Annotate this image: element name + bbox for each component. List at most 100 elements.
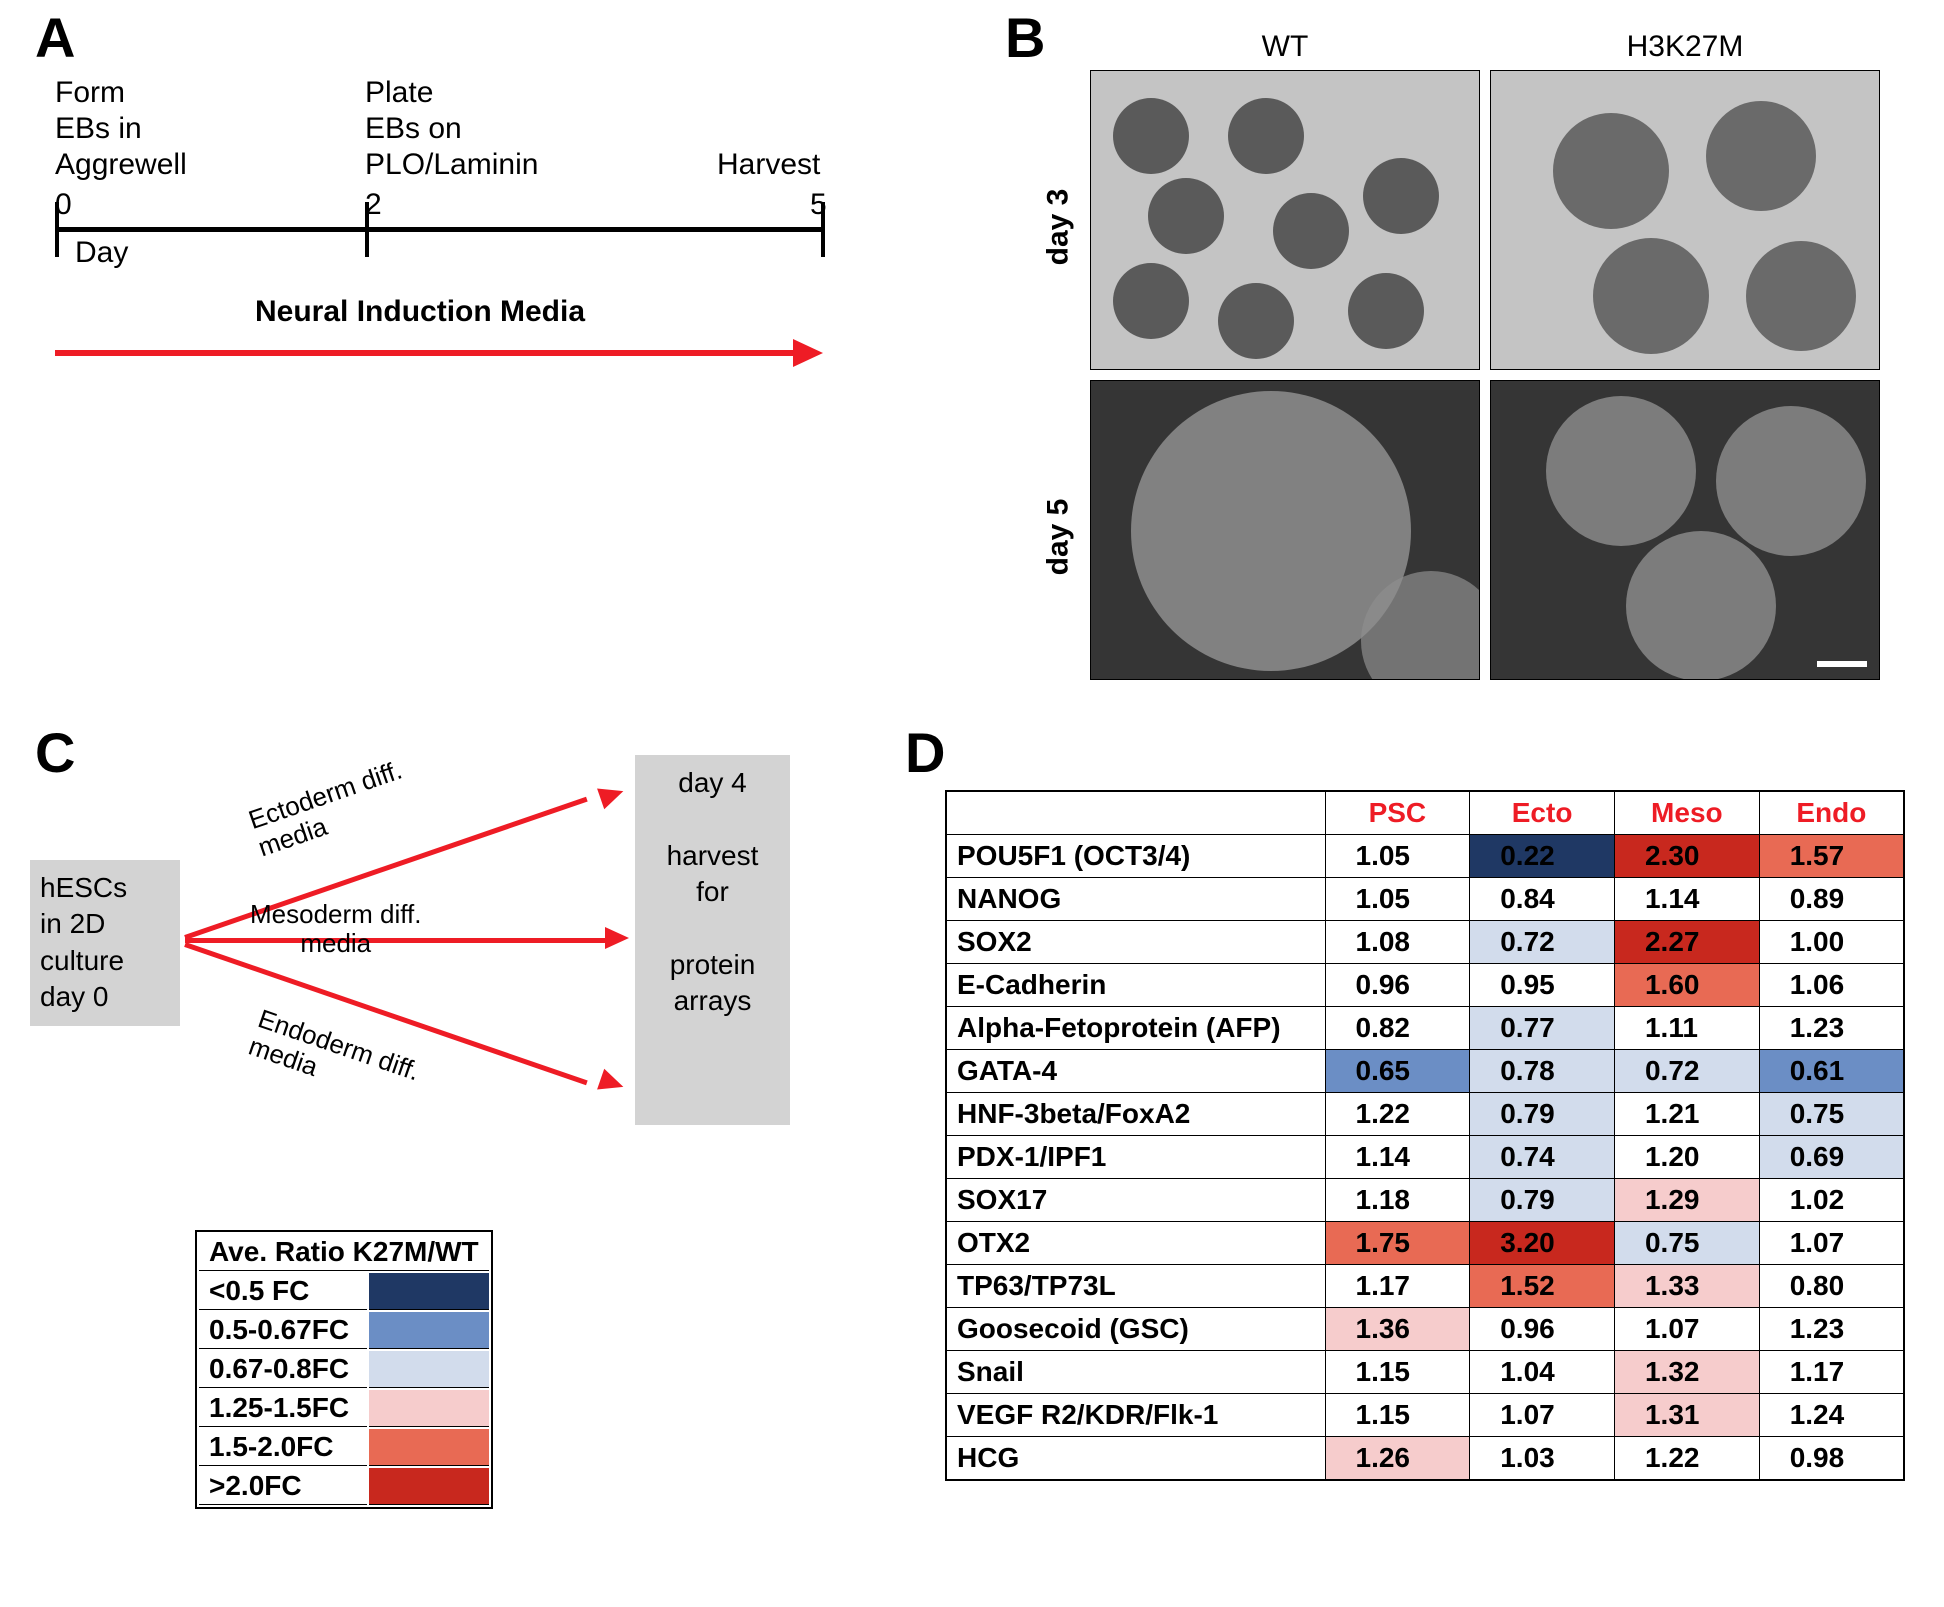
row-header: Goosecoid (GSC) [946, 1308, 1325, 1351]
legend-row-label: 1.5-2.0FC [199, 1429, 367, 1466]
col-header: PSC [1325, 791, 1470, 835]
heatmap-cell: 1.02 [1759, 1179, 1904, 1222]
heatmap-cell: 0.74 [1470, 1136, 1615, 1179]
legend-table: Ave. Ratio K27M/WT <0.5 FC0.5-0.67FC0.67… [195, 1230, 493, 1509]
heatmap-cell: 0.96 [1470, 1308, 1615, 1351]
col-wt: WT [1090, 30, 1480, 64]
heatmap-cell: 1.36 [1325, 1308, 1470, 1351]
c-box1: hESCs in 2D culture day 0 [30, 860, 180, 1026]
panel-label-b: B [1005, 5, 1045, 70]
row-day5: day 5 [1041, 499, 1075, 576]
heatmap-cell: 0.75 [1614, 1222, 1759, 1265]
row-day3: day 3 [1041, 189, 1075, 266]
row-header: TP63/TP73L [946, 1265, 1325, 1308]
heatmap-cell: 0.69 [1759, 1136, 1904, 1179]
label-endo: Endoderm diff. media [245, 1004, 423, 1113]
legend-row-label: 0.67-0.8FC [199, 1351, 367, 1388]
panel-label-d: D [905, 720, 945, 785]
media-arrow-head [793, 339, 823, 367]
heatmap-cell: 0.78 [1470, 1050, 1615, 1093]
img-h3k27m-day3 [1490, 70, 1880, 370]
heatmap-cell: 1.08 [1325, 921, 1470, 964]
row-header: PDX-1/IPF1 [946, 1136, 1325, 1179]
heatmap-cell: 1.17 [1325, 1265, 1470, 1308]
row-header: SOX2 [946, 921, 1325, 964]
legend-swatch [369, 1273, 489, 1310]
heatmap-cell: 0.61 [1759, 1050, 1904, 1093]
col-h3k27m: H3K27M [1490, 30, 1880, 64]
panel-a: Form EBs in Aggrewell Plate EBs on PLO/L… [55, 75, 855, 475]
arrow-ecto-head [597, 781, 627, 810]
heatmap-cell: 3.20 [1470, 1222, 1615, 1265]
row-header: Alpha-Fetoprotein (AFP) [946, 1007, 1325, 1050]
tick-0 [55, 202, 59, 257]
heatmap-cell: 0.75 [1759, 1093, 1904, 1136]
heatmap-cell: 1.07 [1614, 1308, 1759, 1351]
row-header: HCG [946, 1437, 1325, 1481]
arrow-endo-head [597, 1069, 627, 1098]
media-arrow [55, 350, 795, 356]
media-label: Neural Induction Media [255, 295, 585, 329]
heatmap-cell: 0.96 [1325, 964, 1470, 1007]
row-header: SOX17 [946, 1179, 1325, 1222]
col-header: Endo [1759, 791, 1904, 835]
heatmap-cell: 0.77 [1470, 1007, 1615, 1050]
heatmap-cell: 1.11 [1614, 1007, 1759, 1050]
heatmap-cell: 1.22 [1614, 1437, 1759, 1481]
heatmap-cell: 1.60 [1614, 964, 1759, 1007]
legend-swatch [369, 1312, 489, 1349]
arrow-meso-head [605, 927, 629, 949]
heatmap-cell: 0.72 [1614, 1050, 1759, 1093]
step1-label: Form EBs in Aggrewell [55, 75, 187, 183]
row-header: NANOG [946, 878, 1325, 921]
heatmap-cell: 1.26 [1325, 1437, 1470, 1481]
img-h3k27m-day5 [1490, 380, 1880, 680]
heatmap-cell: 1.52 [1470, 1265, 1615, 1308]
heatmap-cell: 1.06 [1759, 964, 1904, 1007]
heatmap-cell: 1.05 [1325, 835, 1470, 878]
row-header: GATA-4 [946, 1050, 1325, 1093]
row-header: OTX2 [946, 1222, 1325, 1265]
tick-2 [365, 202, 369, 257]
step2-label: Plate EBs on PLO/Laminin [365, 75, 538, 183]
heatmap-cell: 1.04 [1470, 1351, 1615, 1394]
heatmap-cell: 1.15 [1325, 1394, 1470, 1437]
label-meso: Mesoderm diff. media [250, 900, 421, 957]
legend-row-label: <0.5 FC [199, 1273, 367, 1310]
heatmap-cell: 1.17 [1759, 1351, 1904, 1394]
c-box2: day 4 harvest for protein arrays [635, 755, 790, 1125]
heatmap-cell: 0.79 [1470, 1093, 1615, 1136]
heatmap-cell: 1.22 [1325, 1093, 1470, 1136]
img-wt-day3 [1090, 70, 1480, 370]
panel-c: hESCs in 2D culture day 0 day 4 harvest … [30, 740, 850, 1190]
row-header: Snail [946, 1351, 1325, 1394]
heatmap-cell: 2.27 [1614, 921, 1759, 964]
heatmap-cell: 1.07 [1470, 1394, 1615, 1437]
heatmap-cell: 1.32 [1614, 1351, 1759, 1394]
heatmap-cell: 1.00 [1759, 921, 1904, 964]
legend-swatch [369, 1351, 489, 1388]
legend-header: Ave. Ratio K27M/WT [199, 1234, 489, 1271]
heatmap-cell: 2.30 [1614, 835, 1759, 878]
panel-label-a: A [35, 5, 75, 70]
heatmap-cell: 1.33 [1614, 1265, 1759, 1308]
heatmap-cell: 1.20 [1614, 1136, 1759, 1179]
heatmap-cell: 1.31 [1614, 1394, 1759, 1437]
legend-swatch [369, 1390, 489, 1427]
heatmap-cell: 1.15 [1325, 1351, 1470, 1394]
heatmap-cell: 0.79 [1470, 1179, 1615, 1222]
row-header: E-Cadherin [946, 964, 1325, 1007]
panel-d: PSCEctoMesoEndoPOU5F1 (OCT3/4)1.050.222.… [945, 790, 1905, 1481]
step3-label: Harvest [717, 147, 820, 183]
heatmap-cell: 0.98 [1759, 1437, 1904, 1481]
heatmap-cell: 1.07 [1759, 1222, 1904, 1265]
legend-swatch [369, 1468, 489, 1505]
heatmap-cell: 1.57 [1759, 835, 1904, 878]
heatmap-cell: 0.82 [1325, 1007, 1470, 1050]
heatmap-cell: 0.84 [1470, 878, 1615, 921]
heatmap-cell: 1.24 [1759, 1394, 1904, 1437]
heatmap-cell: 1.18 [1325, 1179, 1470, 1222]
heatmap-cell: 0.80 [1759, 1265, 1904, 1308]
heatmap-cell: 1.14 [1325, 1136, 1470, 1179]
scale-bar [1817, 661, 1867, 667]
